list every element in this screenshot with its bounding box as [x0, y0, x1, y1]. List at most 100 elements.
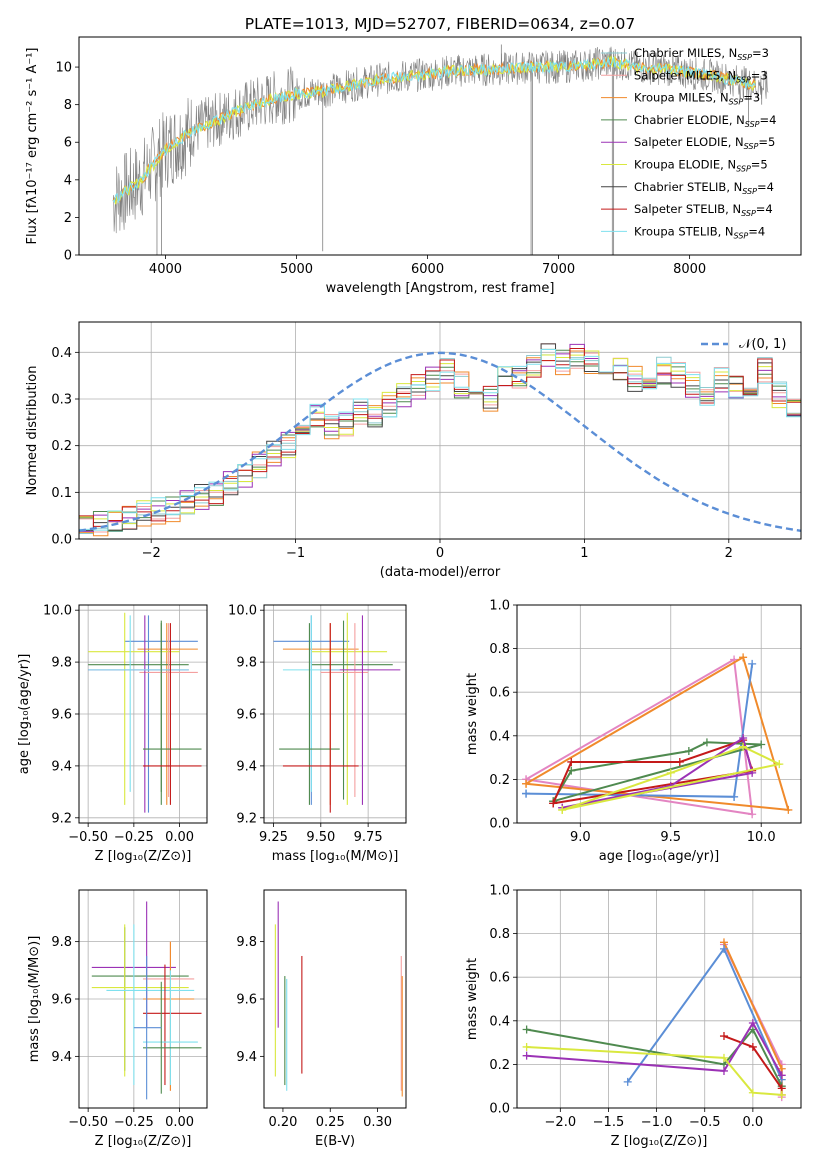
- weight-marker: [748, 1018, 757, 1027]
- x-axis-label: Z [log₁₀(Z/Z⊙)]: [95, 849, 192, 864]
- tick-label-y: 9.4: [236, 1050, 257, 1065]
- figure-title: PLATE=1013, MJD=52707, FIBERID=0634, z=0…: [245, 15, 635, 33]
- panel-mass-vs-Z: −0.50 −0.25 0.00 9.4 9.6 9.8 Z [log₁₀(Z/Z⊙)] ma…: [27, 889, 208, 1149]
- x-axis-label: mass [log₁₀(M/M⊙)]: [272, 849, 399, 864]
- weight-marker: [567, 757, 576, 766]
- weight-marker: [784, 805, 793, 814]
- plot-area: [274, 901, 403, 1097]
- axes-frame: [78, 36, 802, 256]
- panel-age-vs-mass: 9.25 9.50 9.75 9.2 9.4 9.6 9.8 10.0 mass [log₁₀(…: [228, 604, 407, 864]
- tick-label-x: 9.50: [306, 830, 335, 845]
- weight-marker: [739, 653, 748, 662]
- plot-area: [273, 612, 401, 813]
- plot-area: [91, 901, 202, 1100]
- plot-area: [112, 44, 769, 255]
- residual-histogram: [79, 349, 801, 531]
- tick-label-x: −2: [142, 546, 161, 561]
- x-axis-label: Z [log₁₀(Z/Z⊙)]: [95, 1134, 192, 1149]
- weight-marker: [748, 659, 757, 668]
- tick-label-y: 10: [55, 61, 72, 76]
- axes-frame: [78, 889, 208, 1109]
- legend: Chabrier MILES, NSSP=3 Salpeter MILES, NS…: [601, 46, 776, 240]
- legend-label: Salpeter ELODIE, NSSP=5: [634, 135, 775, 151]
- weight-marker: [739, 733, 748, 742]
- panel-mass-weight-vs-age: 9.0 9.5 10.0 0.0 0.2 0.4 0.6 0.8 1.0 age [log₁₀(a…: [465, 599, 802, 864]
- tick-label-y: 9.4: [51, 1050, 72, 1065]
- tick-label-y: 1.0: [489, 599, 510, 614]
- axes-frame: [78, 321, 802, 540]
- weight-marker: [748, 1088, 757, 1097]
- tick-label-y: 0.0: [489, 1102, 510, 1117]
- axes-frame: [516, 604, 802, 824]
- tick-label-y: 9.4: [51, 759, 72, 774]
- y-axis-label: mass [log₁₀(M/M⊙)]: [27, 936, 42, 1063]
- tick-label-y: 1.0: [489, 884, 510, 899]
- tick-label-y: 0.2: [489, 773, 510, 788]
- tick-label-x: 0: [436, 546, 444, 561]
- weight-marker: [522, 779, 531, 788]
- weight-line: [552, 741, 762, 803]
- weight-marker: [623, 1077, 632, 1086]
- legend-label: 𝒩(0, 1): [739, 337, 786, 352]
- weight-marker: [748, 1042, 757, 1051]
- tick-label-x: 0.00: [165, 830, 194, 845]
- tick-label-x: 0.25: [316, 1115, 345, 1130]
- legend-label: Kroupa ELODIE, NSSP=5: [634, 158, 768, 174]
- tick-label-x: 0.00: [165, 1115, 194, 1130]
- y-axis-label: Normed distribution: [25, 366, 40, 496]
- axes-frame: [78, 604, 208, 824]
- tick-label-y: 0.8: [489, 927, 510, 942]
- tick-label-x: 5000: [280, 262, 313, 277]
- tick-label-y: 2: [64, 211, 72, 226]
- tick-label-y: 8: [64, 98, 72, 113]
- tick-label-y: 0.0: [51, 533, 72, 548]
- tick-label-x: 7000: [542, 262, 575, 277]
- legend-label: Salpeter MILES, NSSP=3: [634, 68, 768, 84]
- tick-label-y: 4: [64, 173, 72, 188]
- tick-label-y: 0.3: [51, 393, 72, 408]
- weight-line: [526, 1020, 783, 1076]
- tick-label-x: 0.30: [363, 1115, 392, 1130]
- tick-label-y: 10.0: [43, 604, 72, 619]
- axes-frame: [263, 604, 407, 824]
- tick-label-x: −1: [286, 546, 305, 561]
- tick-label-x: −2.0: [545, 1115, 577, 1130]
- tick-label-y: 9.6: [236, 993, 257, 1008]
- tick-label-x: 6000: [411, 262, 444, 277]
- tick-label-y: 0.2: [51, 439, 72, 454]
- panel-mass-weight-vs-Z: −2.0 −1.5 −1.0 −0.5 0.0 0.0 0.2 0.4 0.6 0.8 1.0 Z […: [465, 884, 802, 1149]
- tick-label-x: 10.0: [747, 830, 776, 845]
- panel-spectrum: 4000 5000 6000 7000 8000 0 2 4 6 8 10 wavelength [A…: [25, 36, 802, 296]
- tick-label-y: 0.0: [489, 817, 510, 832]
- weight-marker: [702, 738, 711, 747]
- weight-marker: [719, 1066, 728, 1075]
- panel-residuals: −2 −1 0 1 2 0.0 0.1 0.2 0.3 0.4 (data-model)/error…: [25, 321, 802, 580]
- y-axis-label: age [log₁₀(age/yr)]: [17, 654, 32, 775]
- x-axis-label: E(B-V): [315, 1134, 355, 1149]
- residual-histogram: [79, 348, 801, 527]
- weight-marker: [567, 766, 576, 775]
- weight-marker: [719, 1032, 728, 1041]
- tick-label-y: 9.2: [51, 811, 72, 826]
- x-axis-label: (data-model)/error: [380, 565, 501, 580]
- tick-label-y: 9.6: [51, 708, 72, 723]
- tick-label-x: 0.0: [743, 1115, 764, 1130]
- tick-label-y: 0.1: [51, 486, 72, 501]
- weight-marker: [522, 1025, 531, 1034]
- tick-label-x: −1.5: [593, 1115, 625, 1130]
- weight-marker: [730, 792, 739, 801]
- tick-label-y: 0.8: [489, 642, 510, 657]
- tick-label-y: 9.8: [51, 656, 72, 671]
- weight-line: [526, 1046, 782, 1096]
- weight-line: [525, 655, 790, 812]
- weight-marker: [549, 799, 558, 808]
- legend-label: Salpeter STELIB, NSSP=4: [634, 202, 773, 218]
- weight-marker: [666, 768, 675, 777]
- axes-frame: [516, 889, 802, 1109]
- tick-label-y: 0.6: [489, 686, 510, 701]
- tick-label-y: 9.6: [51, 993, 72, 1008]
- tick-label-y: 0: [64, 249, 72, 264]
- tick-label-x: 8000: [673, 262, 706, 277]
- y-axis-label: mass weight: [465, 958, 480, 1040]
- tick-label-x: 4000: [149, 262, 182, 277]
